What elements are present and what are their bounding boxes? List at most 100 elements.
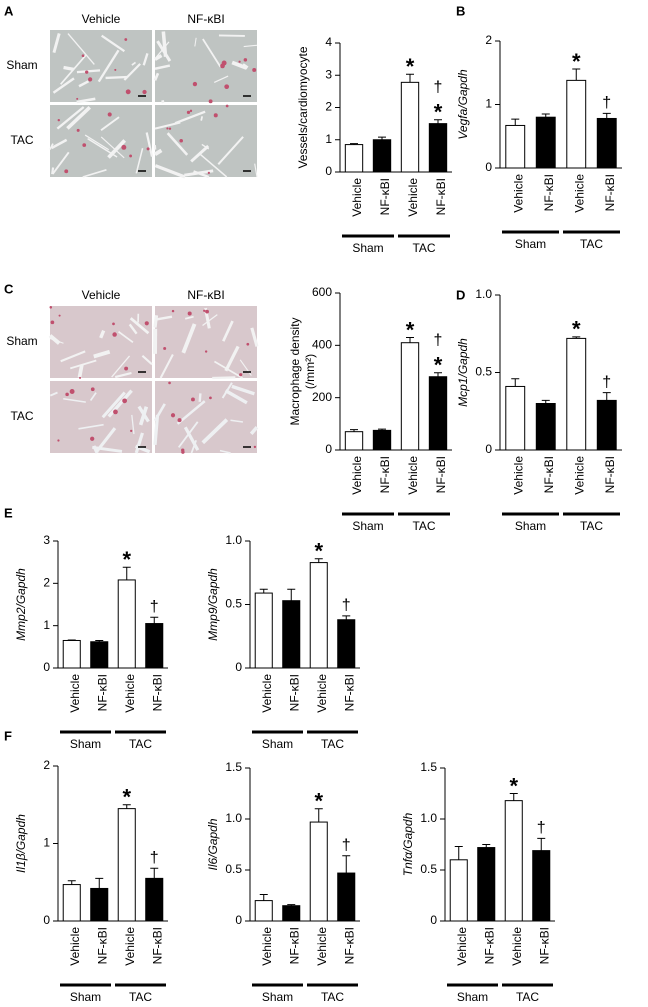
x-tick-label: Vehicle: [510, 927, 524, 966]
error-bar: [509, 793, 518, 801]
error-bar: [259, 893, 268, 901]
stain-dot: [209, 396, 212, 400]
stain-dot: [239, 373, 243, 377]
tissue-fiber: [230, 419, 244, 423]
stain-dot: [90, 387, 95, 392]
stain-dot: [107, 112, 112, 117]
x-tick-label: Vehicle: [68, 927, 82, 966]
tissue-fiber: [56, 106, 85, 130]
y-axis-label: Macrophage density(/mm²): [288, 317, 317, 425]
bar: [344, 431, 364, 451]
column-label: NF-κBI: [187, 288, 224, 302]
bar: [62, 639, 81, 669]
y-tick-label: 0: [325, 442, 332, 456]
error-bar: [572, 336, 581, 339]
bar: [449, 859, 468, 922]
tissue-fiber: [241, 63, 249, 70]
tissue-fiber: [213, 75, 229, 83]
bar: [596, 399, 617, 451]
bar: [254, 900, 273, 922]
tissue-fiber: [183, 426, 200, 451]
y-tick-label: 1: [485, 97, 492, 111]
y-tick-label: 0: [235, 660, 242, 674]
stain-dot: [129, 154, 133, 158]
bar: [566, 337, 587, 451]
x-tick-label: NF-κBI: [603, 174, 617, 211]
tissue-fiber: [77, 364, 84, 378]
stain-dot: [170, 413, 176, 418]
tissue-fiber: [138, 406, 149, 426]
stain-dot: [191, 397, 195, 402]
group-label: TAC: [129, 990, 152, 1004]
stain-dot: [130, 429, 133, 433]
column-label: Vehicle: [82, 12, 121, 26]
y-tick-label: 3: [43, 533, 50, 547]
bar: [62, 884, 81, 922]
stain-dot: [113, 409, 118, 415]
tissue-fiber: [111, 355, 131, 378]
error-bar: [541, 399, 550, 404]
bar: [566, 79, 587, 169]
tissue-fiber: [217, 136, 244, 165]
error-bar: [314, 808, 323, 823]
tissue-fiber: [101, 34, 126, 53]
micrograph: [50, 30, 152, 102]
y-tick-label: 1: [43, 618, 50, 632]
bar: [117, 808, 136, 922]
x-tick-label: NF-κBI: [482, 927, 496, 964]
tissue-fiber: [202, 38, 222, 68]
y-tick-label: 1.5: [225, 760, 242, 774]
error-bar: [378, 428, 386, 431]
tissue-fiber: [250, 327, 259, 347]
y-tick-label: 2: [325, 100, 332, 114]
tissue-fiber: [153, 148, 163, 156]
y-tick-label: 600: [312, 285, 332, 299]
stain-dot: [187, 311, 192, 316]
tissue-fiber: [129, 317, 150, 335]
stain-dot: [122, 398, 128, 404]
error-bar: [511, 118, 520, 126]
bar: [254, 592, 273, 669]
tissue-fiber: [194, 37, 197, 47]
tissue-fiber: [82, 169, 107, 178]
micrograph: [50, 306, 152, 378]
tissue-fiber: [166, 132, 189, 156]
x-tick-label: Vehicle: [406, 178, 420, 217]
y-axis-label-line: Macrophage density: [288, 317, 302, 425]
y-axis-label: Il1β/Gapdh: [14, 814, 28, 873]
tissue-fiber: [131, 61, 137, 66]
y-tick-label: 1.0: [475, 287, 492, 301]
significance-mark: †: [537, 820, 546, 837]
bar: [309, 821, 328, 922]
significance-mark: *: [406, 317, 415, 342]
group-label: TAC: [580, 237, 603, 251]
tissue-fiber: [89, 392, 97, 401]
y-tick-label: 3: [325, 67, 332, 81]
bar: [117, 579, 136, 669]
stain-dot: [192, 81, 198, 87]
tissue-fiber: [105, 75, 128, 80]
tissue-fiber: [134, 444, 151, 454]
stain-dot: [181, 450, 185, 454]
bar: [337, 619, 356, 669]
significance-mark: *: [406, 54, 415, 79]
bar: [596, 117, 617, 169]
row-label: TAC: [10, 133, 33, 147]
stain-dot: [186, 110, 191, 114]
y-tick-label: 4: [325, 35, 332, 49]
stain-dot: [221, 60, 227, 66]
stain-dot: [238, 60, 241, 63]
bar: [337, 872, 356, 922]
stain-dot: [146, 147, 150, 151]
error-bar: [350, 429, 358, 432]
tissue-fiber: [69, 359, 97, 370]
bar: [372, 429, 392, 451]
tissue-fiber: [249, 426, 259, 435]
tissue-fiber: [224, 345, 240, 372]
tissue-fiber: [231, 384, 255, 396]
tissue-fiber: [52, 77, 75, 94]
tissue-fiber: [67, 33, 95, 65]
bar: [505, 385, 526, 451]
tissue-fiber: [159, 354, 174, 379]
bar: [532, 850, 551, 922]
